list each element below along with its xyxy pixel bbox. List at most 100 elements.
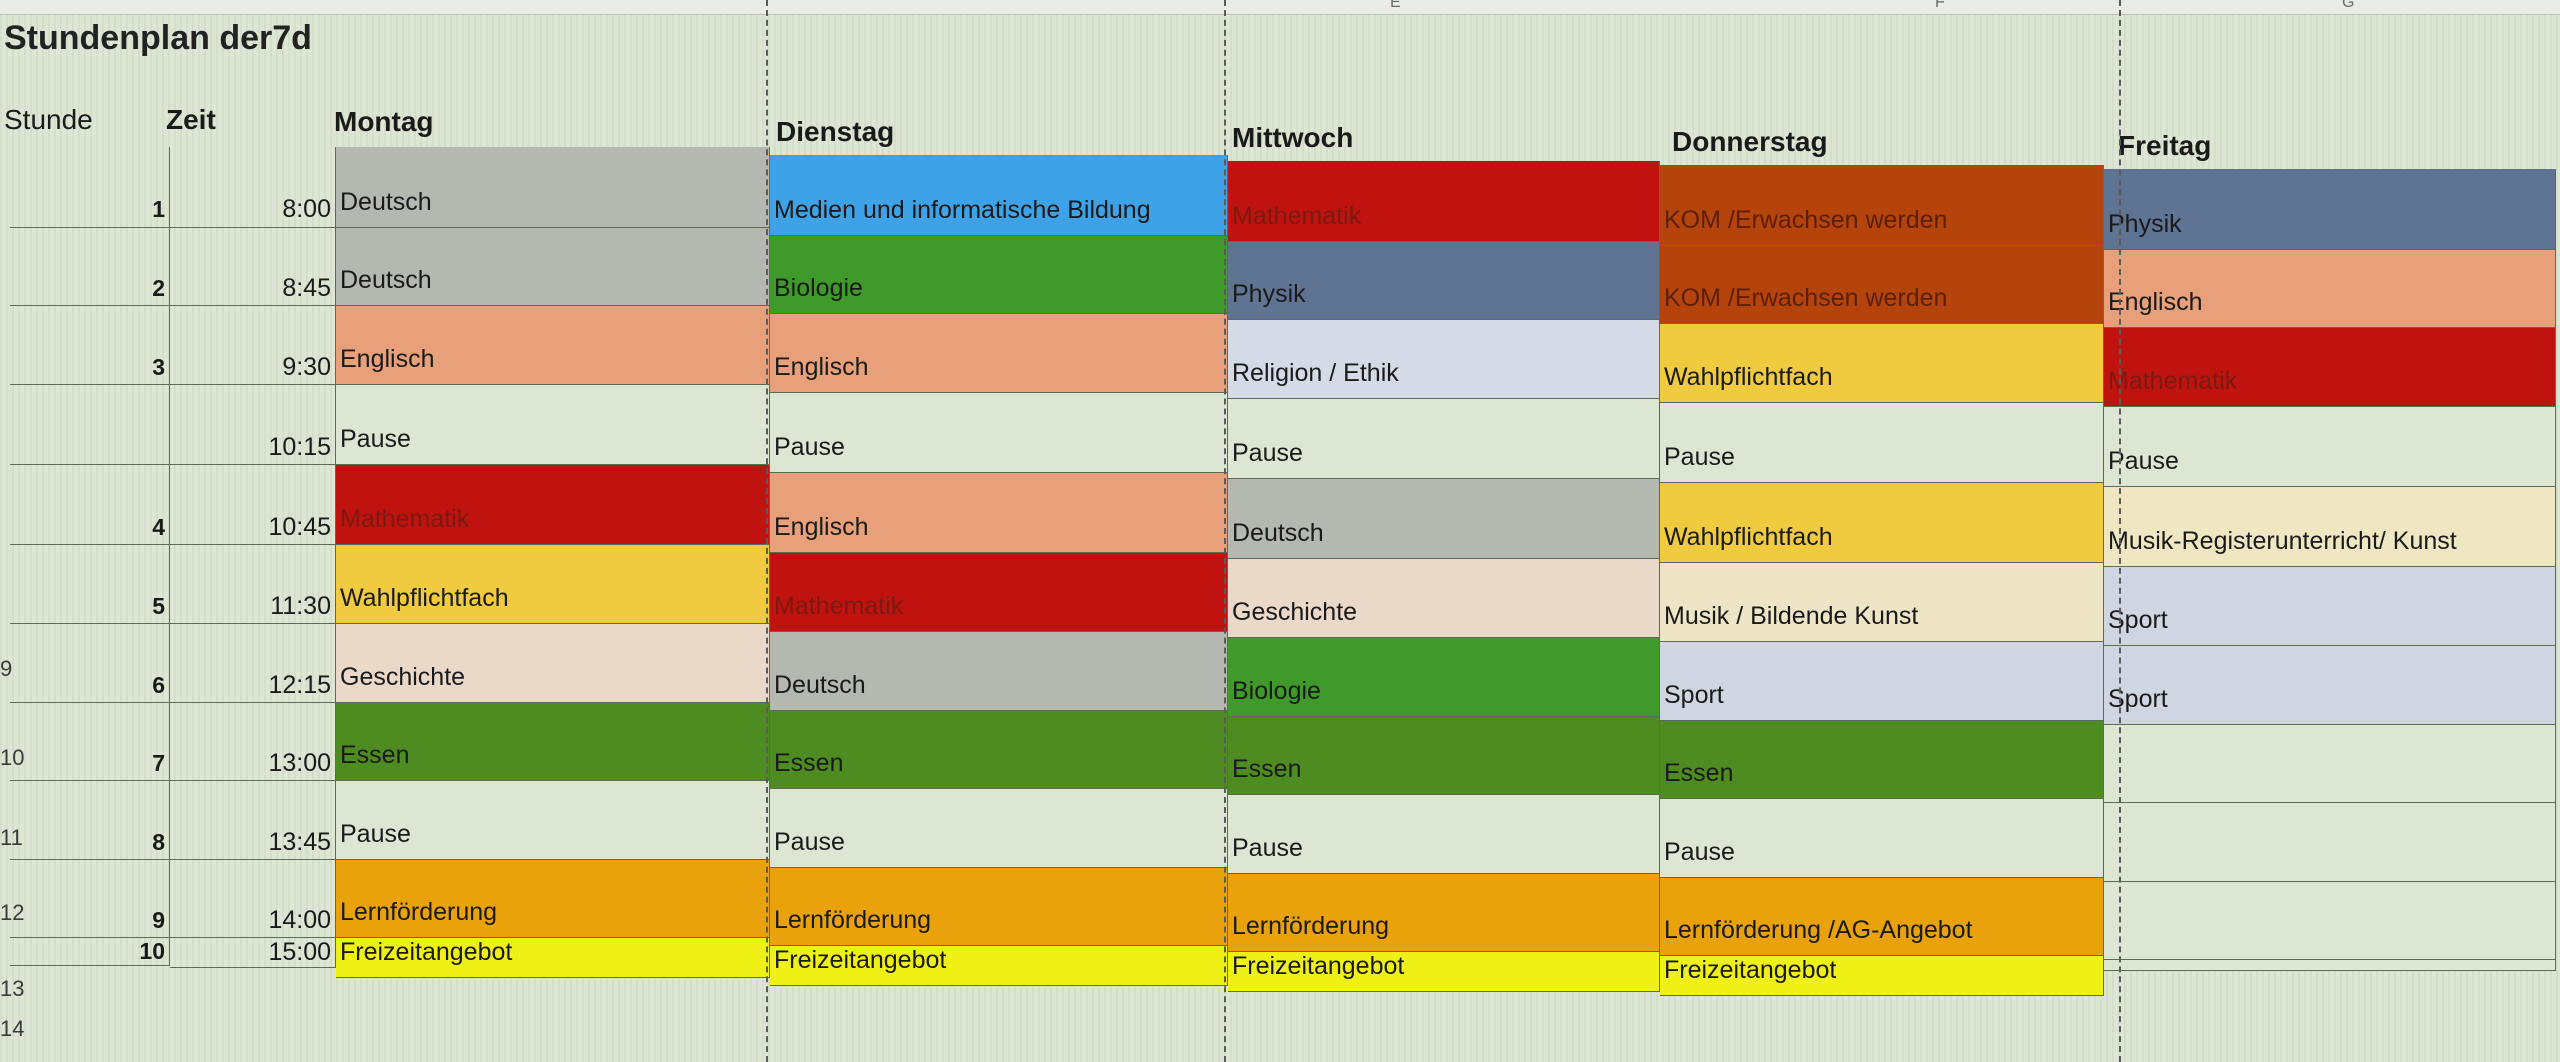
stunde-cell[interactable]: 1 xyxy=(10,147,170,228)
lesson-cell[interactable]: Mathematik xyxy=(1228,161,1660,242)
lesson-cell[interactable]: Deutsch xyxy=(336,147,770,228)
zeit-cell[interactable]: 10:15 xyxy=(170,385,336,465)
lesson-cell[interactable]: Lernförderung xyxy=(1228,874,1660,952)
sheet-title[interactable]: Stundenplan der7d xyxy=(4,19,312,57)
stunde-cell[interactable]: 9 xyxy=(10,860,170,938)
lesson-cell[interactable]: Physik xyxy=(2104,169,2556,250)
zeit-cell[interactable]: 10:45 xyxy=(170,465,336,545)
lesson-cell[interactable]: Pause xyxy=(1660,403,2104,483)
zeit-cell[interactable]: 13:45 xyxy=(170,781,336,860)
lesson-cell[interactable]: KOM /Erwachsen werden xyxy=(1660,165,2104,246)
lesson-cell[interactable]: Pause xyxy=(336,781,770,860)
lesson-cell[interactable]: Mathematik xyxy=(336,465,770,545)
lesson-cell[interactable]: Deutsch xyxy=(770,632,1228,711)
lesson-cell[interactable]: Pause xyxy=(1660,799,2104,878)
page-break-line xyxy=(766,0,768,1062)
stunde-cell[interactable]: 7 xyxy=(10,703,170,781)
lesson-cell[interactable]: Pause xyxy=(1228,795,1660,874)
lesson-cell[interactable] xyxy=(2104,960,2556,971)
lesson-cell[interactable]: Geschichte xyxy=(336,624,770,703)
zeit-cell[interactable]: 11:30 xyxy=(170,545,336,624)
lesson-cell[interactable]: Pause xyxy=(770,393,1228,473)
lesson-cell[interactable]: Musik-Registerunterricht/ Kunst xyxy=(2104,487,2556,567)
lesson-cell[interactable] xyxy=(2104,882,2556,960)
header-stunde[interactable]: Stunde xyxy=(4,104,93,135)
column-letter-f[interactable]: F xyxy=(1935,0,1945,11)
lesson-cell[interactable]: Lernförderung xyxy=(770,868,1228,946)
stunde-cell[interactable]: 5 xyxy=(10,545,170,624)
zeit-cell[interactable]: 8:45 xyxy=(170,228,336,306)
lesson-cell[interactable]: Essen xyxy=(1228,717,1660,795)
zeit-cell[interactable]: 13:00 xyxy=(170,703,336,781)
lesson-cell[interactable]: Englisch xyxy=(770,314,1228,393)
lesson-cell[interactable]: Freizeitangebot xyxy=(1228,952,1660,992)
lesson-cell[interactable]: Pause xyxy=(336,385,770,465)
row-number[interactable]: 10 xyxy=(0,745,25,770)
stunde-cell[interactable] xyxy=(10,385,170,465)
lesson-cell[interactable]: Englisch xyxy=(770,473,1228,553)
header-montag[interactable]: Montag xyxy=(334,106,434,137)
row-number[interactable]: 12 xyxy=(0,900,25,925)
lesson-cell[interactable]: Freizeitangebot xyxy=(770,946,1228,986)
lesson-cell[interactable]: Pause xyxy=(1228,399,1660,479)
lesson-cell[interactable]: Essen xyxy=(1660,721,2104,799)
lesson-cell[interactable]: Sport xyxy=(2104,646,2556,725)
lesson-cell[interactable] xyxy=(2104,803,2556,882)
lesson-cell[interactable]: Englisch xyxy=(336,306,770,385)
row-number-gutter: 9 10 11 12 13 14 xyxy=(0,0,24,1062)
stunde-cell[interactable]: 3 xyxy=(10,306,170,385)
lesson-cell[interactable]: Deutsch xyxy=(1228,479,1660,559)
lesson-cell[interactable]: Lernförderung /AG-Angebot xyxy=(1660,878,2104,956)
stunde-cell[interactable]: 2 xyxy=(10,228,170,306)
stunde-cell[interactable]: 8 xyxy=(10,781,170,860)
lesson-cell[interactable]: Geschichte xyxy=(1228,559,1660,638)
zeit-cell[interactable]: 15:00 xyxy=(170,938,336,968)
zeit-cell[interactable]: 9:30 xyxy=(170,306,336,385)
lesson-cell[interactable]: Englisch xyxy=(2104,250,2556,328)
lesson-cell[interactable] xyxy=(2104,725,2556,803)
stunde-cell[interactable]: 6 xyxy=(10,624,170,703)
lesson-cell[interactable]: Freizeitangebot xyxy=(336,938,770,978)
lesson-cell[interactable]: Sport xyxy=(1660,642,2104,721)
header-zeit[interactable]: Zeit xyxy=(166,104,216,135)
lesson-cell[interactable]: Lernförderung xyxy=(336,860,770,938)
row-number[interactable]: 9 xyxy=(0,656,13,681)
column-header-strip: E F G xyxy=(0,0,2560,15)
lesson-cell[interactable]: Mathematik xyxy=(770,553,1228,632)
lesson-cell[interactable]: Pause xyxy=(770,789,1228,868)
lesson-cell[interactable]: Mathematik xyxy=(2104,328,2556,407)
lesson-cell[interactable]: Wahlpflichtfach xyxy=(1660,483,2104,563)
lesson-cell[interactable]: Pause xyxy=(2104,407,2556,487)
lesson-cell[interactable]: Medien und informatische Bildung xyxy=(770,155,1228,236)
lesson-cell[interactable]: Religion / Ethik xyxy=(1228,320,1660,399)
header-donnerstag[interactable]: Donnerstag xyxy=(1672,126,1828,157)
zeit-cell[interactable]: 12:15 xyxy=(170,624,336,703)
header-mittwoch[interactable]: Mittwoch xyxy=(1232,122,1354,153)
column-letter-e[interactable]: E xyxy=(1390,0,1401,11)
row-number[interactable]: 13 xyxy=(0,976,25,1001)
lesson-cell[interactable]: Deutsch xyxy=(336,228,770,306)
lesson-cell[interactable]: Freizeitangebot xyxy=(1660,956,2104,996)
lesson-cell[interactable]: KOM /Erwachsen werden xyxy=(1660,246,2104,324)
stunde-cell[interactable]: 4 xyxy=(10,465,170,545)
header-dienstag[interactable]: Dienstag xyxy=(776,116,895,147)
header-freitag[interactable]: Freitag xyxy=(2118,130,2212,161)
page-break-line xyxy=(1224,0,1226,1062)
column-letter-g[interactable]: G xyxy=(2342,0,2355,11)
lesson-cell[interactable]: Biologie xyxy=(1228,638,1660,717)
page-break-line xyxy=(2119,0,2121,1062)
lesson-cell[interactable]: Sport xyxy=(2104,567,2556,646)
stunde-cell[interactable]: 10 xyxy=(10,938,170,966)
zeit-cell[interactable]: 8:00 xyxy=(170,147,336,228)
lesson-cell[interactable]: Biologie xyxy=(770,236,1228,314)
row-number[interactable]: 14 xyxy=(0,1016,25,1041)
lesson-cell[interactable]: Musik / Bildende Kunst xyxy=(1660,563,2104,642)
row-number[interactable]: 11 xyxy=(0,825,23,850)
lesson-cell[interactable]: Essen xyxy=(336,703,770,781)
lesson-cell[interactable]: Wahlpflichtfach xyxy=(1660,324,2104,403)
zeit-cell[interactable]: 14:00 xyxy=(170,860,336,938)
lesson-cell[interactable]: Wahlpflichtfach xyxy=(336,545,770,624)
lesson-cell[interactable]: Essen xyxy=(770,711,1228,789)
lesson-cell[interactable]: Physik xyxy=(1228,242,1660,320)
